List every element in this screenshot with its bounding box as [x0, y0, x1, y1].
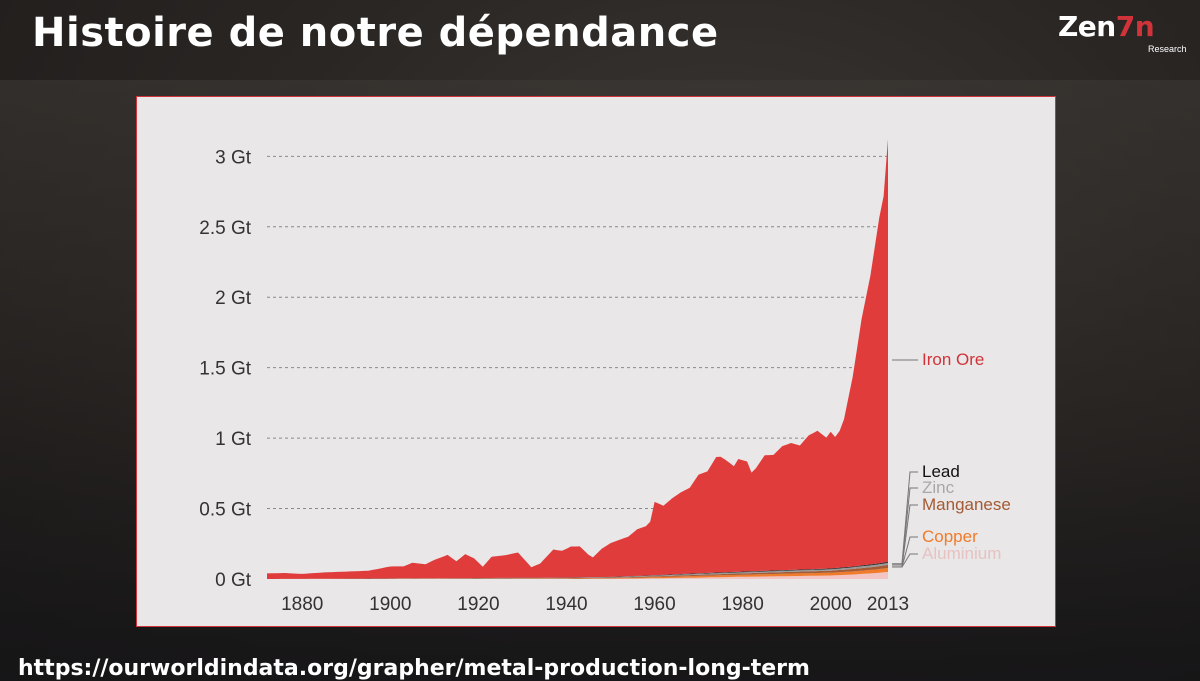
logo-subtitle: Research [1148, 44, 1187, 54]
leader-line [892, 504, 918, 568]
leader-line [892, 471, 918, 565]
series-label-aluminium: Aluminium [922, 544, 1001, 563]
x-tick-label: 1900 [369, 594, 411, 615]
series-label-copper: Copper [922, 527, 978, 546]
leader-line [892, 487, 918, 566]
y-tick-label: 2.5 Gt [199, 218, 251, 239]
series-label-iron-ore: Iron Ore [922, 350, 984, 369]
x-tick-label: 1920 [457, 594, 499, 615]
area-copper [267, 568, 888, 579]
source-url[interactable]: https://ourworldindata.org/grapher/metal… [18, 656, 810, 681]
logo-wordmark: Zen7n [1058, 10, 1155, 43]
metal-production-chart: 0 Gt 0.5 Gt 1 Gt 1.5 Gt 2 Gt 2.5 Gt 3 Gt 1880 19… [199, 139, 1011, 615]
slide-title: Histoire de notre dépendance [32, 10, 719, 56]
y-tick-label: 3 Gt [215, 147, 252, 168]
series-label-manganese: Manganese [922, 495, 1011, 514]
series-label-zinc: Zinc [922, 478, 955, 497]
y-tick-label: 1 Gt [215, 429, 252, 450]
chart-frame: 0 Gt 0.5 Gt 1 Gt 1.5 Gt 2 Gt 2.5 Gt 3 Gt 1880 19… [136, 96, 1056, 627]
x-tick-label: 2013 [867, 594, 909, 615]
y-tick-label: 0 Gt [215, 570, 252, 591]
zenon-logo: Zen7n Research [1058, 8, 1188, 56]
x-tick-label: 1940 [545, 594, 587, 615]
area-iron-ore [267, 139, 888, 579]
y-tick-label: 0.5 Gt [199, 500, 251, 521]
y-tick-label: 2 Gt [215, 288, 252, 309]
x-tick-label: 1880 [281, 594, 323, 615]
logo-mark: 7n [1115, 10, 1155, 43]
x-tick-label: 1960 [633, 594, 675, 615]
x-tick-label: 1980 [722, 594, 764, 615]
area-aluminium [267, 572, 888, 579]
x-tick-label: 2000 [810, 594, 852, 615]
series-label-lead: Lead [922, 462, 960, 481]
y-tick-label: 1.5 Gt [199, 359, 251, 380]
